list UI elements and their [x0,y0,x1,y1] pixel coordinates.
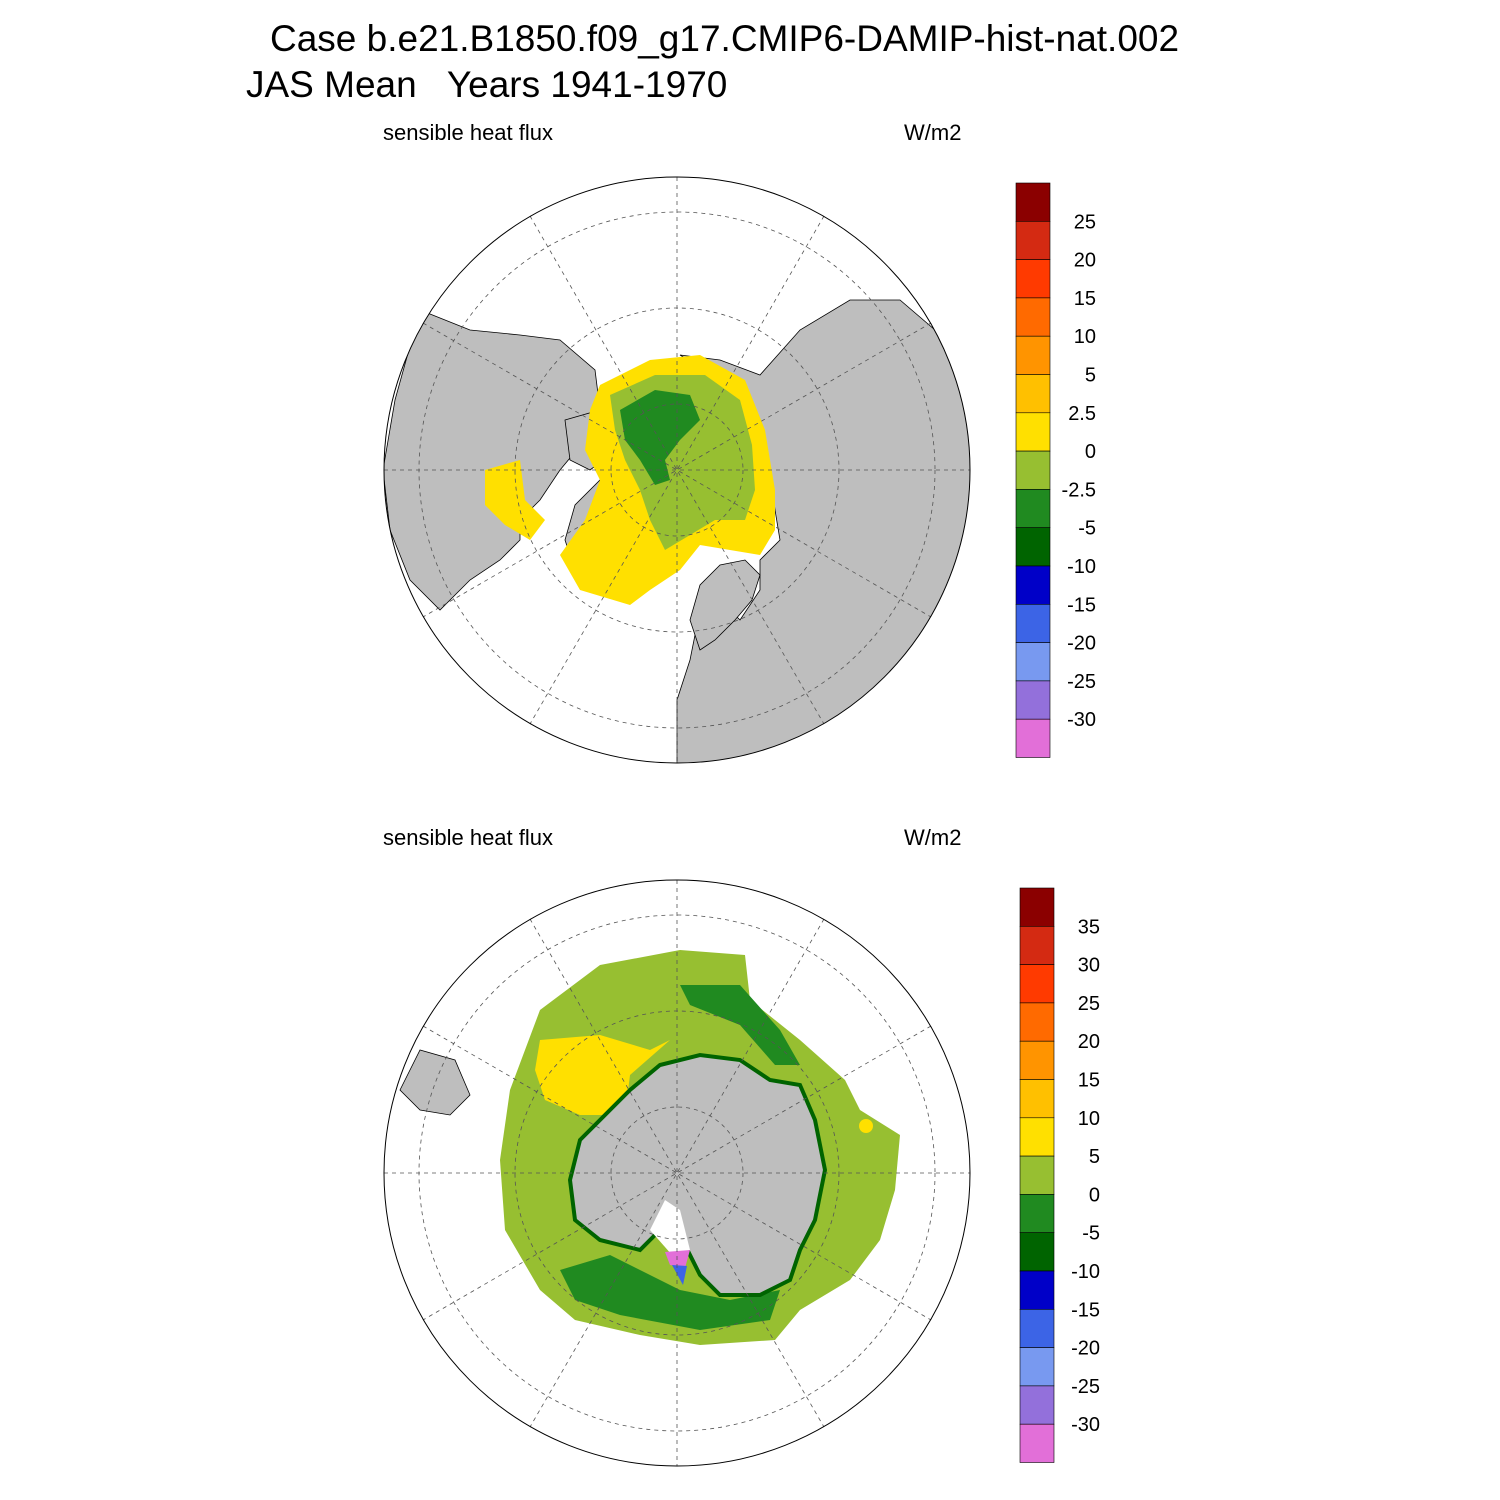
north-colorbar-tick-label: -20 [1067,633,1096,655]
north-hudson-bay-flux [485,460,545,540]
north-colorbar-tick-label: 10 [1074,326,1096,348]
south-colorbar-tick-label: -30 [1071,1414,1100,1436]
north-land-scandinavia [689,559,761,651]
north-colorbar-swatch [1015,680,1051,720]
north-colorbar-tick-label: 15 [1074,288,1096,310]
south-colorbar-tick-label: -15 [1071,1299,1100,1321]
south-colorbar-tick-label: -5 [1082,1223,1100,1245]
south-colorbar-swatch [1019,1079,1055,1119]
south-colorbar-tick-label: 35 [1078,916,1100,938]
south-colorbar-swatch [1019,1117,1055,1157]
south-colorbar-tick-label: 20 [1078,1031,1100,1053]
north-colorbar-tick-label: -15 [1067,594,1096,616]
south-colorbar-swatch [1019,1309,1055,1348]
south-colorbar: 35 30 25 20 15 10 5 0 -5 -10 -15 -20 -25 -30 [1019,887,1100,1463]
south-colorbar-swatch [1019,964,1055,1004]
north-colorbar-swatch [1015,565,1051,605]
north-colorbar-swatch [1015,259,1051,299]
south-colorbar-swatch [1019,1270,1055,1310]
south-land-south-america [399,1049,471,1116]
south-ross-strong-negative [665,1250,690,1268]
south-negative-band-east [680,985,800,1065]
south-positive-region-weddell [535,1035,670,1115]
south-colorbar-swatch [1019,1002,1055,1042]
south-colorbar-tick-label: -10 [1071,1261,1100,1283]
south-colorbar-tick-label: 30 [1078,955,1100,977]
north-colorbar-tick-label: 20 [1074,250,1096,272]
north-arctic-negative-core [620,390,700,485]
figure-title-case: Case b.e21.B1850.f09_g17.CMIP6-DAMIP-his… [270,18,1180,59]
south-ross-blue-negative [672,1265,687,1285]
north-units-label: W/m2 [904,120,962,145]
north-colorbar-tick-label: 2.5 [1068,403,1096,425]
figure-title-period: JAS Mean Years 1941-1970 [246,64,728,105]
south-ross-ice-shelf [650,1200,690,1255]
south-colorbar-swatch [1019,925,1055,965]
south-positive-spot-east [859,1119,873,1133]
south-colorbar-swatch [1019,1194,1055,1234]
south-colorbar-tick-label: 0 [1089,1184,1100,1206]
south-colorbar-swatch [1019,1385,1055,1425]
north-colorbar-swatch [1015,182,1051,222]
north-variable-label: sensible heat flux [383,120,553,145]
north-colorbar-swatch [1015,221,1051,260]
north-graticule [384,177,970,763]
north-colorbar-swatch [1015,527,1051,567]
north-colorbar-tick-label: -2.5 [1062,479,1096,501]
south-colorbar-tick-label: 5 [1089,1146,1100,1168]
north-colorbar-tick-label: -5 [1078,518,1096,540]
south-colorbar-tick-label: -25 [1071,1376,1100,1398]
north-colorbar: 25 20 15 10 5 2.5 0 -2.5 -5 -10 -15 -20 -25 -30 [1015,182,1096,758]
north-colorbar-swatch [1015,412,1051,452]
south-graticule [384,880,970,1466]
north-colorbar-swatch [1015,335,1051,375]
south-colorbar-swatch [1019,1040,1055,1080]
north-colorbar-swatch [1015,603,1051,643]
north-colorbar-swatch [1015,374,1051,414]
north-colorbar-swatch [1015,450,1051,490]
south-colorbar-swatch [1019,1423,1055,1463]
north-map-boundary [383,176,971,764]
north-colorbar-swatch [1015,297,1051,337]
south-colorbar-tick-label: -20 [1071,1338,1100,1360]
north-colorbar-tick-label: 0 [1085,441,1096,463]
south-coastal-negative-rim [567,1052,828,1297]
south-colorbar-swatch [1019,1232,1055,1272]
north-polar-map [383,176,971,764]
south-colorbar-swatch [1019,1347,1055,1387]
south-variable-label: sensible heat flux [383,825,553,850]
north-colorbar-tick-label: -25 [1067,671,1096,693]
south-colorbar-tick-label: 15 [1078,1070,1100,1092]
south-polar-map [383,879,971,1467]
south-colorbar-tick-label: 25 [1078,993,1100,1015]
north-colorbar-tick-label: 5 [1085,365,1096,387]
south-units-label: W/m2 [904,825,962,850]
north-colorbar-swatch [1015,718,1051,758]
north-colorbar-tick-label: -10 [1067,556,1096,578]
north-colorbar-tick-label: -30 [1067,709,1096,731]
south-colorbar-swatch [1019,887,1055,927]
south-colorbar-tick-label: 10 [1078,1108,1100,1130]
south-negative-band-south [560,1255,780,1330]
north-colorbar-swatch [1015,489,1051,528]
south-map-boundary [383,879,971,1467]
south-colorbar-swatch [1019,1155,1055,1195]
north-colorbar-tick-label: 25 [1074,211,1096,233]
north-colorbar-swatch [1015,642,1051,682]
